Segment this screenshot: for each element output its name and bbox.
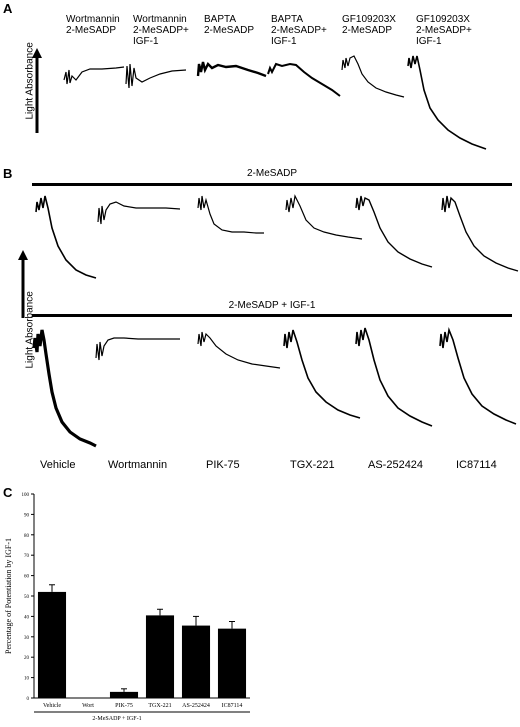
panel-b-col-pik75: PIK-75: [206, 459, 240, 471]
bar: [217, 628, 247, 698]
y-tick-label: 100: [22, 493, 30, 498]
panel-a-letter: A: [3, 1, 13, 16]
panel-a-axis-arrow: [32, 48, 42, 133]
trace-a-gf109203x: [341, 55, 405, 98]
y-tick-label: 0: [27, 697, 30, 702]
bar: [109, 691, 139, 698]
panel-a-condition-3: BAPTA 2-MeSADP: [204, 14, 255, 36]
trace-b1-vehicle: [35, 195, 97, 279]
panel-b-col-tgx221: TGX-221: [290, 459, 335, 471]
panel-b-row1-label: 2-MeSADP: [246, 168, 297, 179]
trace-a-wortmannin: [63, 66, 125, 85]
y-tick-label: 30: [24, 636, 30, 641]
x-tick-label: Vehicle: [43, 703, 61, 709]
panel-b-col-ic87114: IC87114: [456, 459, 497, 471]
panel-b-letter: B: [3, 166, 13, 181]
panel-a-condition-6: GF109203X 2-MeSADP+ IGF-1: [416, 14, 472, 47]
x-axis-label: 2-MeSADP + IGF-1: [92, 716, 141, 722]
y-tick-label: 50: [24, 595, 30, 600]
trace-a-wortmannin-igf: [125, 63, 187, 89]
x-tick-label: Wort: [82, 703, 94, 709]
trace-b1-tgx221: [285, 194, 363, 240]
panel-b-col-as252424: AS-252424: [368, 459, 424, 471]
trace-b2-wortmannin: [95, 337, 180, 361]
y-tick-label: 60: [24, 575, 30, 580]
panel-a-axis-label: Light Absorbance: [24, 42, 36, 120]
y-axis-label: Percentage of Potentiation by IGF-1: [4, 538, 13, 654]
panel-b-col-vehicle: Vehicle: [40, 459, 76, 471]
trace-a-bapta-igf: [267, 62, 341, 97]
panel-c-letter: C: [3, 485, 13, 500]
trace-a-gf109203x-igf: [407, 55, 487, 150]
bar: [145, 615, 175, 698]
bar: [181, 625, 211, 698]
trace-b2-tgx221: [283, 329, 361, 419]
x-tick-label: TGX-221: [148, 703, 171, 709]
panel-b-row2-label: 2-MeSADP + IGF-1: [228, 300, 316, 311]
x-tick-label: AS-252424: [182, 703, 210, 709]
y-tick-label: 70: [24, 554, 30, 559]
panel-a-condition-5: GF109203X 2-MeSADP: [342, 14, 396, 36]
trace-b2-vehicle: [32, 329, 97, 448]
panel-a-condition-4: BAPTA 2-MeSADP+ IGF-1: [271, 14, 327, 47]
trace-b2-as252424: [355, 327, 433, 427]
y-tick-label: 90: [24, 513, 30, 518]
panel-b-row2-bar: [32, 314, 512, 317]
panel-b-axis-arrow: [18, 250, 28, 318]
y-tick-label: 80: [24, 534, 30, 539]
trace-a-bapta: [196, 61, 267, 78]
x-tick-label: IC87114: [222, 703, 243, 709]
trace-b1-as252424: [355, 195, 433, 268]
panel-b-row1-bar: [32, 183, 512, 186]
y-tick-label: 10: [24, 677, 30, 682]
x-tick-label: PIK-75: [115, 703, 133, 709]
panel-b-col-wortmannin: Wortmannin: [108, 459, 168, 471]
panel-a-condition-1: Wortmannin 2-MeSADP: [66, 14, 120, 36]
trace-b2-pik75: [197, 331, 281, 369]
trace-b2-ic87114: [439, 327, 517, 425]
trace-b1-pik75: [197, 195, 264, 234]
y-tick-label: 40: [24, 615, 30, 620]
panel-c-bar-chart: 0 10 20 30 40 50 60 70 80 90 100 Percentage of Pote…: [4, 493, 250, 722]
trace-b1-wortmannin: [97, 201, 181, 225]
trace-b1-ic87114: [441, 195, 519, 272]
y-tick-label: 20: [24, 656, 30, 661]
bar: [37, 591, 67, 698]
panel-a-condition-2: Wortmannin 2-MeSADP+ IGF-1: [133, 14, 189, 47]
